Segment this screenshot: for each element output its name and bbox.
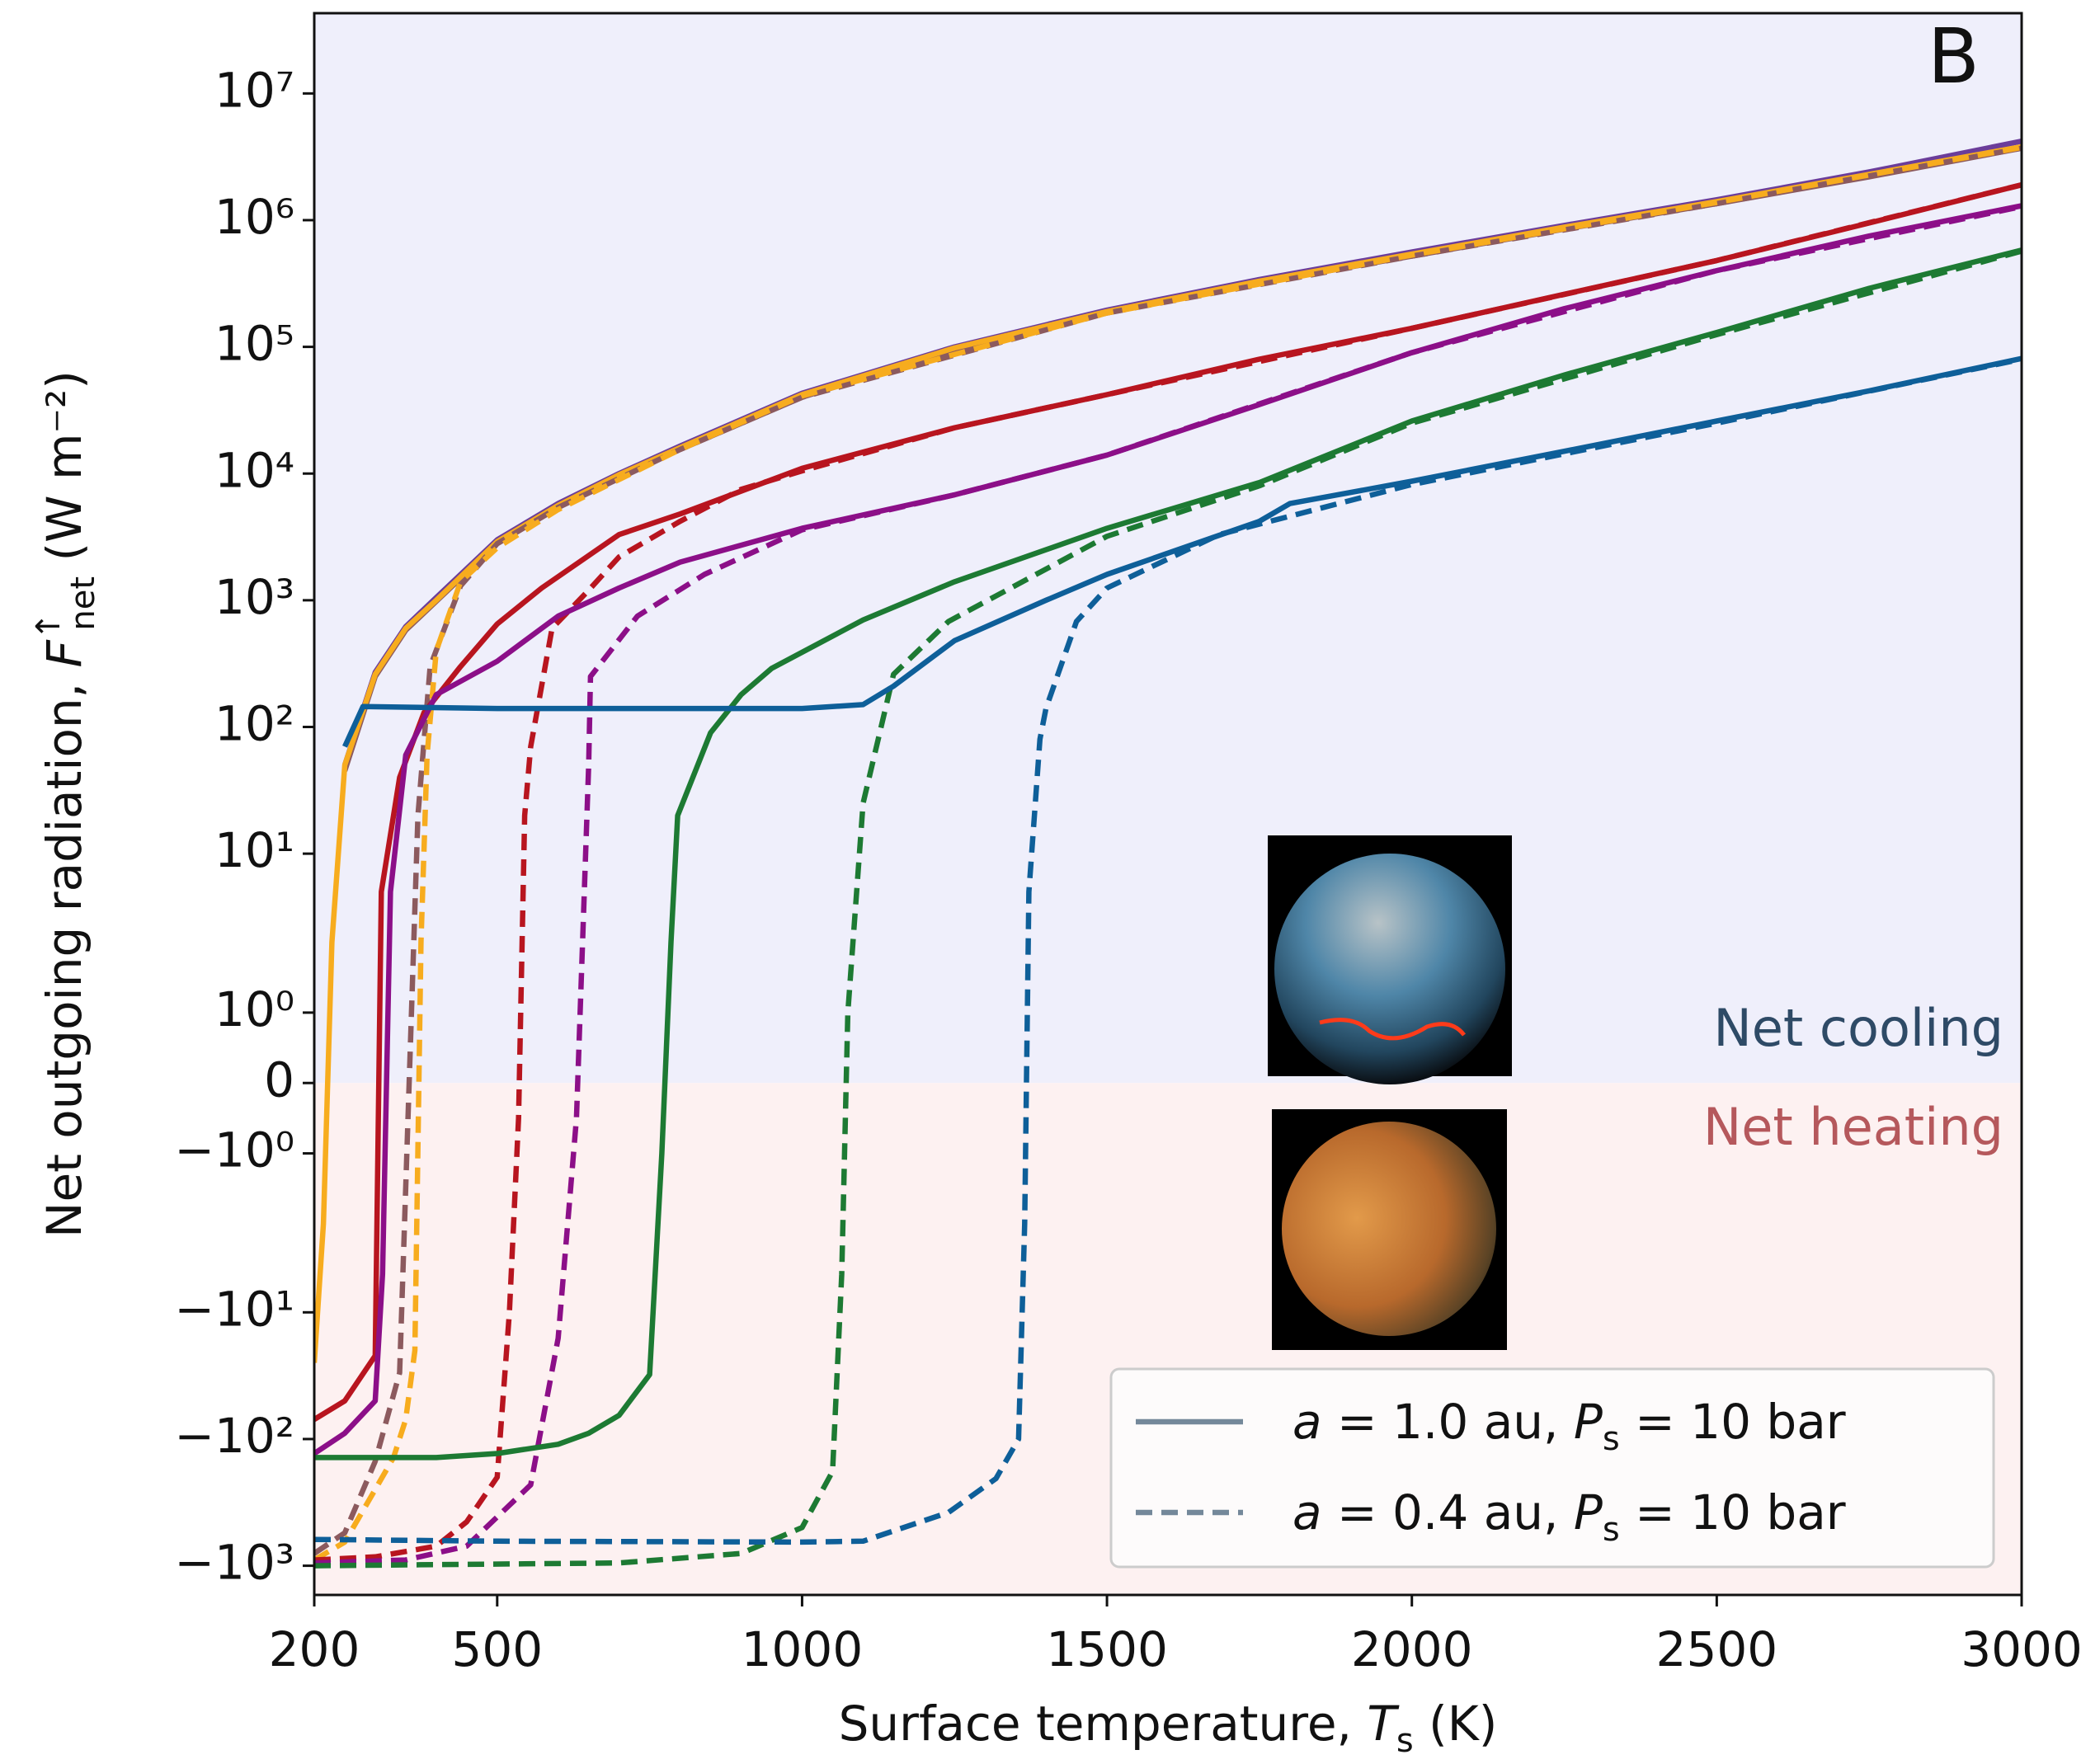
x-label-unit: (K) (1414, 1696, 1498, 1752)
x-tick-label: 1000 (742, 1621, 864, 1677)
y-label-text: Net outgoing radiation, (36, 667, 92, 1238)
legend-text-part: P (1574, 1484, 1603, 1541)
legend-box (1109, 1367, 1995, 1569)
legend-text-part: = 10 bar (1620, 1394, 1846, 1450)
y-label-sub: net (64, 576, 102, 631)
legend-text-part: s (1603, 1511, 1620, 1549)
series-line (314, 248, 2022, 1569)
planet-illustrations (1268, 835, 1512, 1350)
region-background (314, 13, 2022, 1084)
x-tick-label: 3000 (1961, 1621, 2083, 1677)
y-tick-label: 10² (214, 696, 294, 752)
y-tick-label: −10⁰ (174, 1122, 294, 1178)
lava (1319, 1018, 1466, 1041)
x-tick-label: 500 (451, 1621, 543, 1677)
legend-text-part: P (1574, 1394, 1603, 1450)
legend-text-part: = 10 bar (1620, 1484, 1846, 1541)
series-line (314, 204, 2022, 1566)
x-tick-label: 200 (269, 1621, 360, 1677)
lines (314, 139, 2022, 1569)
y-tick-label: 10⁷ (214, 62, 294, 118)
legend-text-part: a (1292, 1394, 1322, 1450)
legend-text-part: = 0.4 au, (1322, 1484, 1574, 1541)
region-label: Net heating (1703, 1097, 2003, 1157)
y-tick-label: −10³ (174, 1535, 294, 1591)
series-line (342, 355, 2022, 748)
y-tick-label: 0 (264, 1051, 294, 1108)
y-axis-label: Net outgoing radiation, F↑net (W m⁻²) (30, 370, 102, 1238)
y-tick-label: −10¹ (174, 1281, 294, 1337)
series-line (314, 145, 2022, 1556)
backgrounds (314, 13, 2022, 1595)
y-tick-label: −10² (174, 1408, 294, 1464)
legend-label: a = 1.0 au, Ps = 10 bar (1292, 1394, 1846, 1458)
y-tick-label: 10⁰ (214, 981, 294, 1037)
y-label-sup: ↑ (30, 613, 68, 641)
panel-label: B (1928, 12, 1980, 101)
y-tick-label: 10³ (214, 569, 294, 625)
planet-marslike (1282, 1122, 1496, 1336)
legend-text-part: = 1.0 au, (1322, 1394, 1574, 1450)
labels: B Net cooling Net heating 10⁷ 10⁶ 10⁵ 10⁴ 10³ 1… (30, 12, 2083, 1760)
y-tick-label: 10⁴ (214, 442, 294, 498)
y-tick-label: 10⁶ (214, 189, 294, 245)
legend-text-part: a (1292, 1484, 1322, 1541)
series-line (314, 247, 2022, 1461)
x-label-symbol: T (1367, 1696, 1400, 1752)
ticks (303, 92, 2023, 1606)
x-axis-label: Surface temperature, Ts (K) (839, 1696, 1498, 1760)
series-line (314, 356, 2022, 1545)
y-tick-label: 10⁵ (214, 316, 294, 372)
y-label-symbol: F (36, 638, 92, 667)
legend-text-part: s (1603, 1420, 1620, 1458)
x-tick-label: 2000 (1351, 1621, 1473, 1677)
x-label-text: Surface temperature, (839, 1696, 1368, 1752)
x-label-sub: s (1396, 1722, 1414, 1760)
x-tick-label: 1500 (1046, 1621, 1168, 1677)
plot-frame (313, 12, 2023, 1597)
y-tick-label: 10¹ (214, 822, 294, 878)
planet-earthlike (1274, 854, 1505, 1084)
legend-label: a = 0.4 au, Ps = 10 bar (1292, 1484, 1846, 1549)
y-label-unit: (W m⁻²) (36, 370, 92, 576)
series-line (314, 144, 2022, 1563)
region-label: Net cooling (1713, 998, 2003, 1058)
x-tick-label: 2500 (1656, 1621, 1778, 1677)
